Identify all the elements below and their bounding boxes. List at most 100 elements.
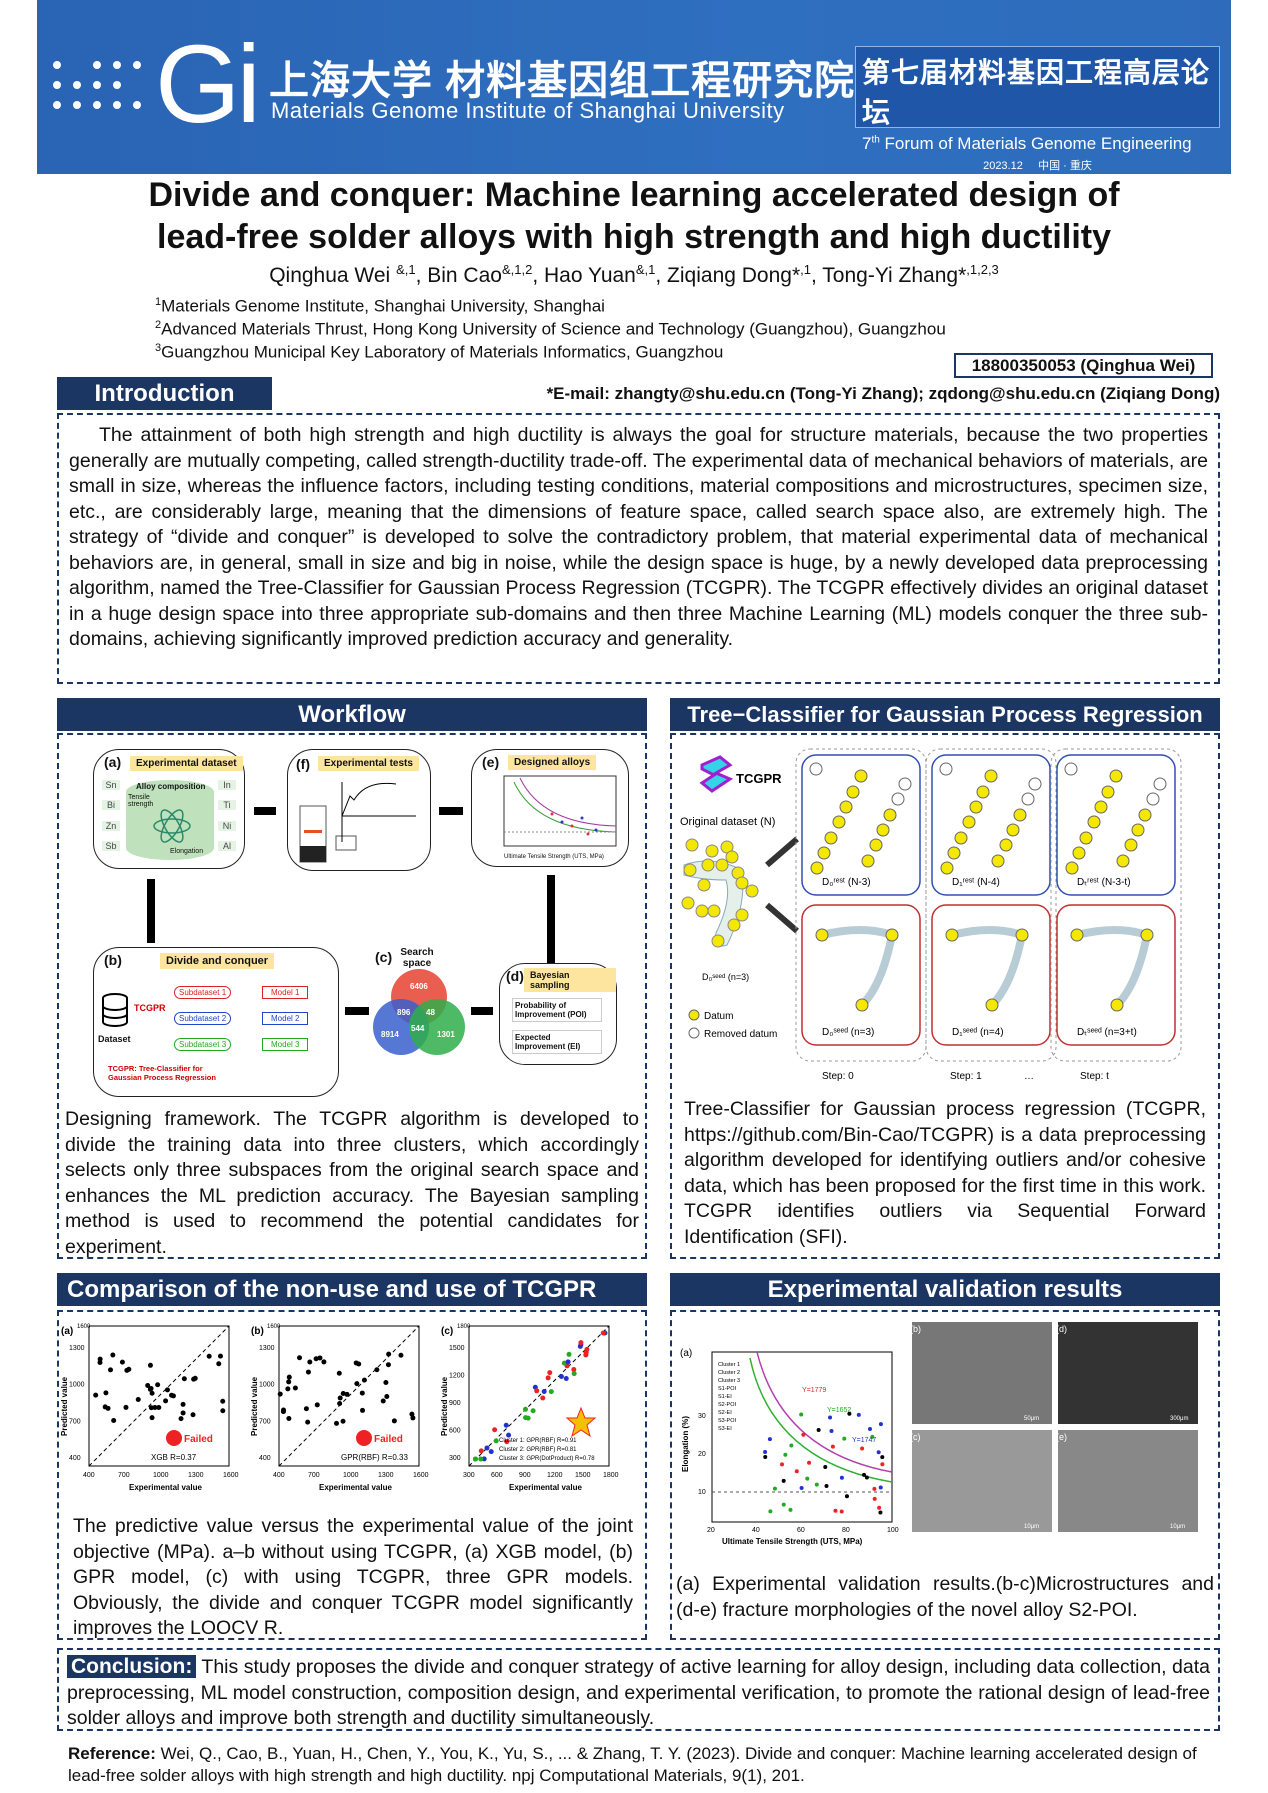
scatter-point — [839, 1475, 844, 1480]
x-tick: 100 — [887, 1527, 899, 1534]
scale-bar-label: 10μm — [1024, 1524, 1039, 1530]
author-affiliation-mark: ,1,2,3 — [966, 262, 999, 277]
step-group — [795, 748, 927, 1062]
step-group — [1050, 748, 1182, 1062]
scatter-point — [781, 1478, 786, 1483]
scatter-point — [788, 1507, 793, 1512]
micrograph-label: (d) — [1056, 1324, 1067, 1334]
scatter-point — [119, 1359, 125, 1365]
scatter-point — [565, 1359, 571, 1365]
tcgpr-logo-icon — [699, 755, 734, 793]
datum-point — [705, 844, 719, 858]
scale-bar-label: 10μm — [1170, 1524, 1185, 1530]
scatter-point — [164, 1387, 170, 1393]
scatter-point — [816, 1428, 821, 1433]
removed-datum-point — [1146, 792, 1160, 806]
author-affiliation-mark: &,1,2 — [501, 262, 533, 277]
scatter-point — [600, 1330, 606, 1336]
datum-point — [1072, 846, 1086, 860]
logo-dots-icon — [53, 61, 141, 109]
forum-date: 2023.12 中国 · 重庆 — [983, 160, 1092, 172]
seed-subset-label: Dₜˢᵉᵉᵈ (n=3+t) — [1077, 1027, 1137, 1038]
scatter-point — [285, 1386, 291, 1392]
workflow-box: (a) Experimental dataset Alloy compositi… — [57, 733, 647, 1259]
failed-icon — [166, 1430, 182, 1446]
model-legend: GPR(RBF) R=0.33 — [341, 1453, 408, 1462]
x-tick: 40 — [752, 1527, 760, 1534]
workflow-caption: Designing framework. The TCGPR algorithm… — [65, 1108, 639, 1258]
forum-box: 第七届材料基因工程高层论坛 7th Forum of Materials Gen… — [855, 46, 1220, 172]
datum-point — [735, 876, 749, 890]
datum-point — [984, 769, 998, 783]
scatter-point — [522, 1406, 528, 1412]
tcgpr-figure: TCGPR Original dataset (N) D₀ˢᵉᵉᵈ (n=3) D₀ʳ… — [680, 748, 1182, 1082]
step-label: Step: 1 — [950, 1071, 982, 1082]
comparison-plots: (a) 1600 1300 1000 700 400 400 700 1000 1300 1600 E… — [60, 1324, 619, 1492]
diagonal-line — [278, 1325, 420, 1467]
scatter-point — [398, 1352, 404, 1358]
datum-point — [1131, 823, 1145, 837]
scatter-point — [577, 1343, 583, 1349]
cluster-legend: Cluster 2: GPR(RBF) R=0.81 — [499, 1447, 577, 1453]
forum-name-cn: 第七届材料基因工程高层论坛 — [862, 57, 1211, 128]
seed-subset-label: D₀ˢᵉᵉᵈ (n=3) — [822, 1027, 874, 1038]
scatter-point — [478, 1448, 484, 1454]
atom-icon — [153, 809, 191, 843]
svg-text:896: 896 — [397, 1008, 411, 1017]
datum-point — [695, 904, 709, 918]
datum-point — [711, 934, 725, 948]
scatter-point — [354, 1381, 360, 1387]
scatter-point — [781, 1502, 786, 1507]
datum-point — [985, 998, 999, 1012]
scatter-point — [763, 1449, 768, 1454]
scatter-point — [860, 1446, 865, 1451]
scatter-point — [772, 1486, 777, 1491]
x-tick: 600 — [491, 1472, 503, 1479]
datum-point — [1079, 831, 1093, 845]
scatter-point — [878, 1422, 883, 1427]
comparison-heading: Comparison of the non-use and use of TCG… — [57, 1273, 647, 1306]
scatter-point — [530, 1408, 536, 1414]
model-legend: XGB R=0.37 — [151, 1453, 197, 1462]
author-affiliation-mark: &,1 — [635, 262, 656, 277]
failed-icon — [356, 1430, 372, 1446]
scatter-point — [277, 1391, 283, 1397]
scatter-point — [541, 1389, 547, 1395]
contact-email: *E-mail: zhangty@shu.edu.cn (Tong-Yi Zha… — [546, 384, 1220, 403]
datum-point — [1087, 815, 1101, 829]
y-tick: 300 — [449, 1455, 461, 1462]
plot-label: (a) — [61, 1326, 73, 1337]
logo-gi: Gi — [155, 23, 261, 146]
panel-divide-and-conquer: (b) Divide and conquer Dataset TCGPR Sub… — [93, 947, 339, 1097]
datum-point — [991, 854, 1005, 868]
scatter-point — [829, 1429, 834, 1434]
legend-datum: Datum — [704, 1011, 733, 1022]
step-label: Step: 0 — [822, 1071, 854, 1082]
removed-datum-point — [939, 762, 953, 776]
y-tick: 1000 — [259, 1382, 275, 1389]
forum-name-en: 7th Forum of Materials Genome Engineerin… — [862, 134, 1192, 153]
y-tick: 1300 — [69, 1345, 85, 1352]
rest-subset-box — [1056, 754, 1176, 896]
scatter-point — [321, 1359, 327, 1365]
scatter-point — [571, 1367, 577, 1373]
plot-label: (c) — [441, 1326, 453, 1337]
x-tick: 1000 — [153, 1472, 169, 1479]
y-tick: 1300 — [259, 1345, 275, 1352]
scatter-point — [361, 1377, 367, 1383]
datum-point — [1138, 808, 1152, 822]
removed-datum-point — [1153, 777, 1167, 791]
micrograph-image — [1058, 1322, 1198, 1424]
scatter-point — [867, 1427, 872, 1432]
scatter-point — [303, 1406, 309, 1412]
scatter-point — [794, 1469, 799, 1474]
scatter-point — [844, 1494, 849, 1499]
removed-datum-point — [1064, 762, 1078, 776]
scatter-point — [799, 1412, 804, 1417]
scatter-point — [488, 1449, 494, 1455]
scatter-point — [386, 1351, 392, 1357]
datum-point — [945, 928, 959, 942]
scatter-point — [360, 1407, 366, 1413]
y-tick: 30 — [698, 1413, 706, 1420]
